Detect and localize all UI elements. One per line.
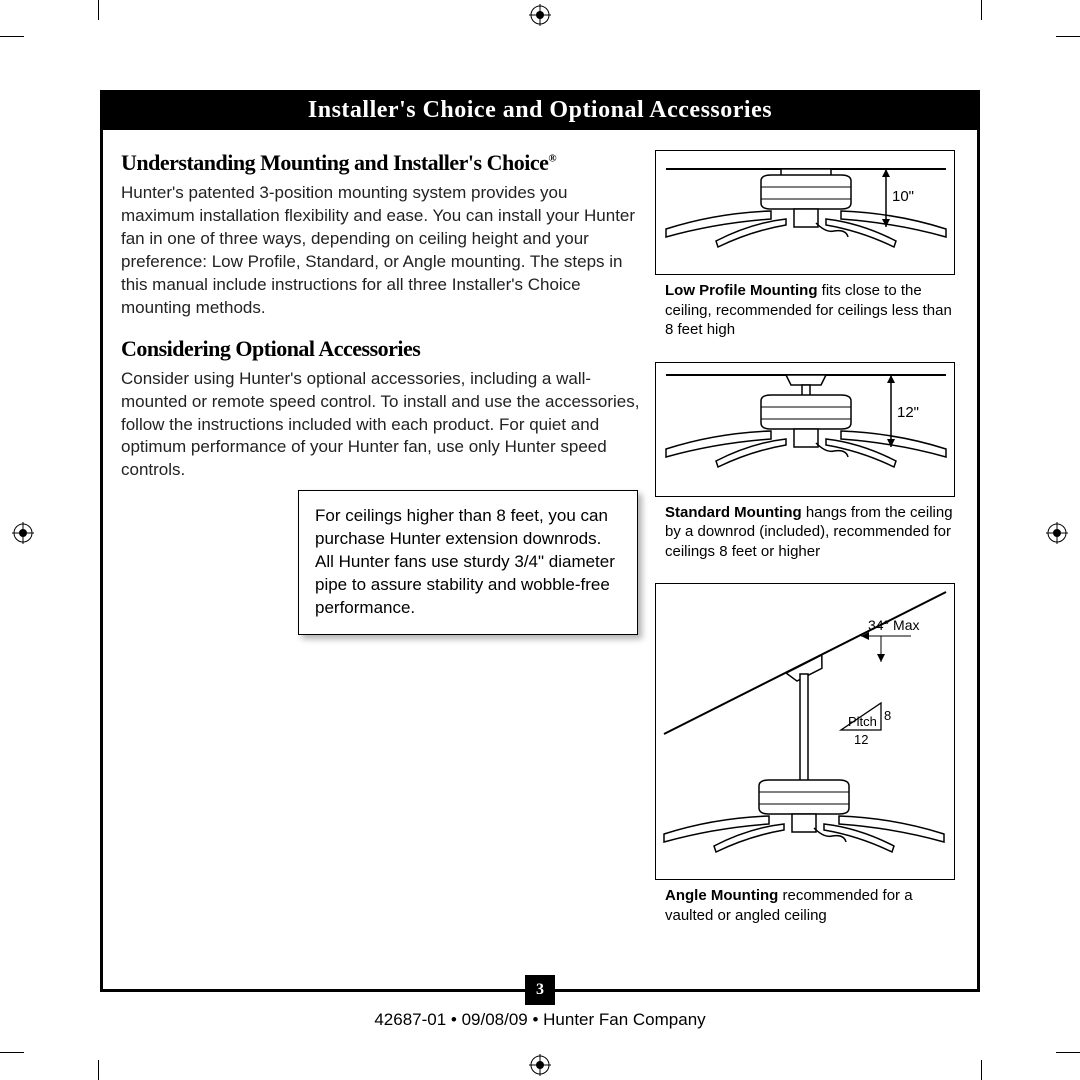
crop-mark bbox=[98, 0, 99, 20]
registration-mark-icon bbox=[529, 1054, 551, 1076]
crop-mark bbox=[98, 1060, 99, 1080]
dim-label: 12" bbox=[897, 404, 919, 421]
crop-mark bbox=[0, 1052, 24, 1053]
registration-mark-icon bbox=[1046, 522, 1068, 544]
section-title: Installer's Choice and Optional Accessor… bbox=[103, 93, 977, 130]
registration-mark-icon bbox=[12, 522, 34, 544]
dim-label: 10" bbox=[892, 188, 914, 205]
pitch-label: Pitch bbox=[848, 714, 877, 729]
caption-angle: Angle Mounting recommended for a vaulted… bbox=[665, 886, 955, 925]
caption-standard: Standard Mounting hangs from the ceiling… bbox=[665, 503, 955, 562]
figure-angle: Pitch 12 8 34° Max bbox=[655, 583, 955, 880]
crop-mark bbox=[1056, 36, 1080, 37]
figure-standard: 12" bbox=[655, 362, 955, 497]
caption-low-profile: Low Profile Mounting fits close to the c… bbox=[665, 281, 955, 340]
crop-mark bbox=[981, 1060, 982, 1080]
figure-low-profile: 10" bbox=[655, 150, 955, 275]
page-frame: Installer's Choice and Optional Accessor… bbox=[100, 90, 980, 992]
pitch-run: 12 bbox=[854, 732, 868, 747]
crop-mark bbox=[981, 0, 982, 20]
angle-label: 34° Max bbox=[868, 617, 920, 633]
pitch-rise: 8 bbox=[884, 708, 891, 723]
crop-mark bbox=[0, 36, 24, 37]
page-number: 3 bbox=[525, 975, 555, 1005]
para-accessories: Consider using Hunter's optional accesso… bbox=[121, 368, 641, 483]
heading-accessories: Considering Optional Accessories bbox=[121, 336, 641, 362]
heading-mounting: Understanding Mounting and Installer's C… bbox=[121, 150, 641, 176]
para-mounting: Hunter's patented 3-position mounting sy… bbox=[121, 182, 641, 320]
callout-downrod: For ceilings higher than 8 feet, you can… bbox=[298, 490, 638, 635]
registration-mark-icon bbox=[529, 4, 551, 26]
footer-line: 42687-01 • 09/08/09 • Hunter Fan Company bbox=[0, 1010, 1080, 1030]
crop-mark bbox=[1056, 1052, 1080, 1053]
